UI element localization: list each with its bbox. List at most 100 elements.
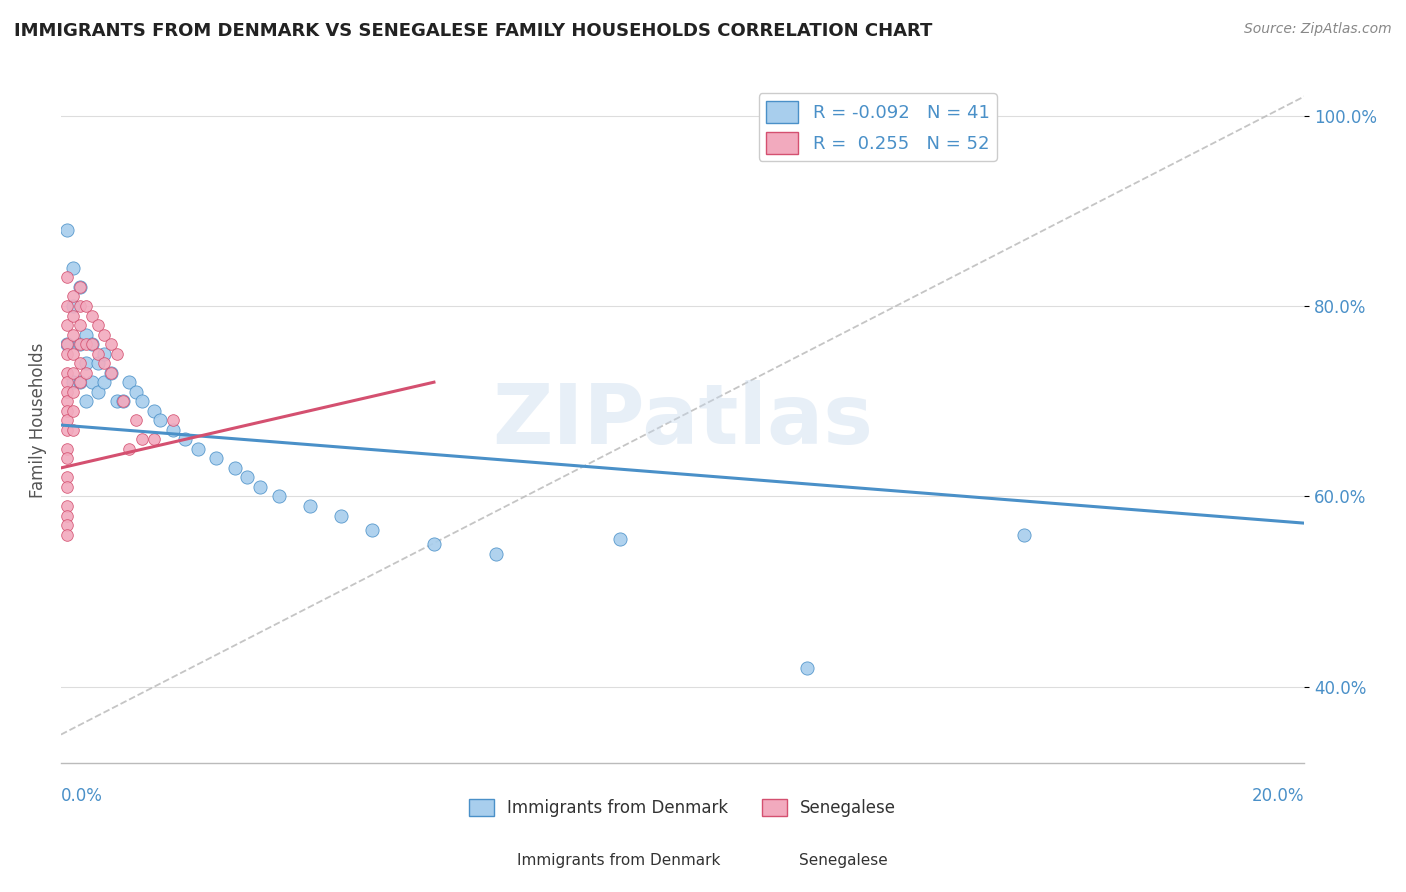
Point bbox=[162, 423, 184, 437]
Point bbox=[56, 337, 79, 351]
Point bbox=[56, 527, 79, 541]
Point bbox=[187, 442, 209, 456]
Point bbox=[56, 346, 79, 360]
Point bbox=[80, 337, 103, 351]
Point bbox=[329, 508, 352, 523]
Point bbox=[87, 346, 110, 360]
Point bbox=[149, 413, 172, 427]
Text: ZIPatlas: ZIPatlas bbox=[492, 380, 873, 461]
Y-axis label: Family Households: Family Households bbox=[30, 343, 46, 498]
Point bbox=[105, 394, 128, 409]
Point bbox=[236, 470, 259, 484]
Point bbox=[56, 480, 79, 494]
Point bbox=[1014, 527, 1036, 541]
Point bbox=[62, 327, 84, 342]
Point bbox=[62, 346, 84, 360]
Point bbox=[69, 375, 91, 389]
Point bbox=[75, 327, 97, 342]
Point bbox=[100, 366, 122, 380]
Point bbox=[56, 318, 79, 332]
Point bbox=[93, 327, 115, 342]
Point bbox=[87, 356, 110, 370]
Point bbox=[56, 423, 79, 437]
Point bbox=[360, 523, 382, 537]
Legend: Immigrants from Denmark, Senegalese: Immigrants from Denmark, Senegalese bbox=[463, 792, 903, 823]
Point bbox=[112, 394, 135, 409]
Point bbox=[298, 499, 321, 513]
Point bbox=[93, 356, 115, 370]
Point bbox=[485, 547, 508, 561]
Point bbox=[56, 413, 79, 427]
Point bbox=[112, 394, 135, 409]
Text: Source: ZipAtlas.com: Source: ZipAtlas.com bbox=[1244, 22, 1392, 37]
Point bbox=[62, 309, 84, 323]
Point bbox=[56, 384, 79, 399]
Point bbox=[205, 451, 228, 466]
Point bbox=[80, 375, 103, 389]
Point bbox=[131, 394, 153, 409]
Point bbox=[56, 403, 79, 417]
Point bbox=[56, 394, 79, 409]
Point bbox=[609, 533, 631, 547]
Point bbox=[87, 318, 110, 332]
Point bbox=[75, 394, 97, 409]
Point bbox=[56, 337, 79, 351]
Text: Senegalese: Senegalese bbox=[799, 854, 889, 868]
Point bbox=[62, 423, 84, 437]
Point bbox=[75, 299, 97, 313]
Point bbox=[75, 337, 97, 351]
Point bbox=[124, 384, 146, 399]
Text: Immigrants from Denmark: Immigrants from Denmark bbox=[517, 854, 720, 868]
Point bbox=[143, 403, 166, 417]
Point bbox=[69, 318, 91, 332]
Point bbox=[62, 260, 84, 275]
Point bbox=[56, 223, 79, 237]
Point bbox=[423, 537, 446, 551]
Point bbox=[118, 375, 141, 389]
Point bbox=[131, 433, 153, 447]
Point bbox=[56, 375, 79, 389]
Point bbox=[249, 480, 271, 494]
Point bbox=[80, 309, 103, 323]
Point bbox=[143, 433, 166, 447]
Text: 20.0%: 20.0% bbox=[1251, 787, 1305, 805]
Point bbox=[56, 299, 79, 313]
Point bbox=[100, 337, 122, 351]
Point bbox=[69, 280, 91, 294]
Point bbox=[69, 280, 91, 294]
Point bbox=[100, 366, 122, 380]
Point bbox=[75, 366, 97, 380]
Point bbox=[87, 384, 110, 399]
Point bbox=[105, 346, 128, 360]
Point bbox=[56, 366, 79, 380]
Point bbox=[69, 299, 91, 313]
Point bbox=[75, 356, 97, 370]
Point bbox=[93, 375, 115, 389]
Point bbox=[224, 461, 246, 475]
Point bbox=[174, 433, 197, 447]
Point bbox=[796, 661, 818, 675]
Point bbox=[69, 337, 91, 351]
Point bbox=[62, 403, 84, 417]
Point bbox=[124, 413, 146, 427]
Point bbox=[69, 337, 91, 351]
Point bbox=[56, 442, 79, 456]
Point bbox=[62, 384, 84, 399]
Point bbox=[267, 490, 290, 504]
Text: 0.0%: 0.0% bbox=[60, 787, 103, 805]
Point bbox=[69, 375, 91, 389]
Point bbox=[62, 299, 84, 313]
Point bbox=[93, 346, 115, 360]
Point bbox=[62, 366, 84, 380]
Point bbox=[56, 470, 79, 484]
Point bbox=[56, 451, 79, 466]
Point bbox=[56, 518, 79, 533]
Point bbox=[62, 289, 84, 303]
Point bbox=[56, 508, 79, 523]
Point bbox=[118, 442, 141, 456]
Point bbox=[56, 270, 79, 285]
Point bbox=[162, 413, 184, 427]
Point bbox=[69, 356, 91, 370]
Point bbox=[62, 375, 84, 389]
Text: IMMIGRANTS FROM DENMARK VS SENEGALESE FAMILY HOUSEHOLDS CORRELATION CHART: IMMIGRANTS FROM DENMARK VS SENEGALESE FA… bbox=[14, 22, 932, 40]
